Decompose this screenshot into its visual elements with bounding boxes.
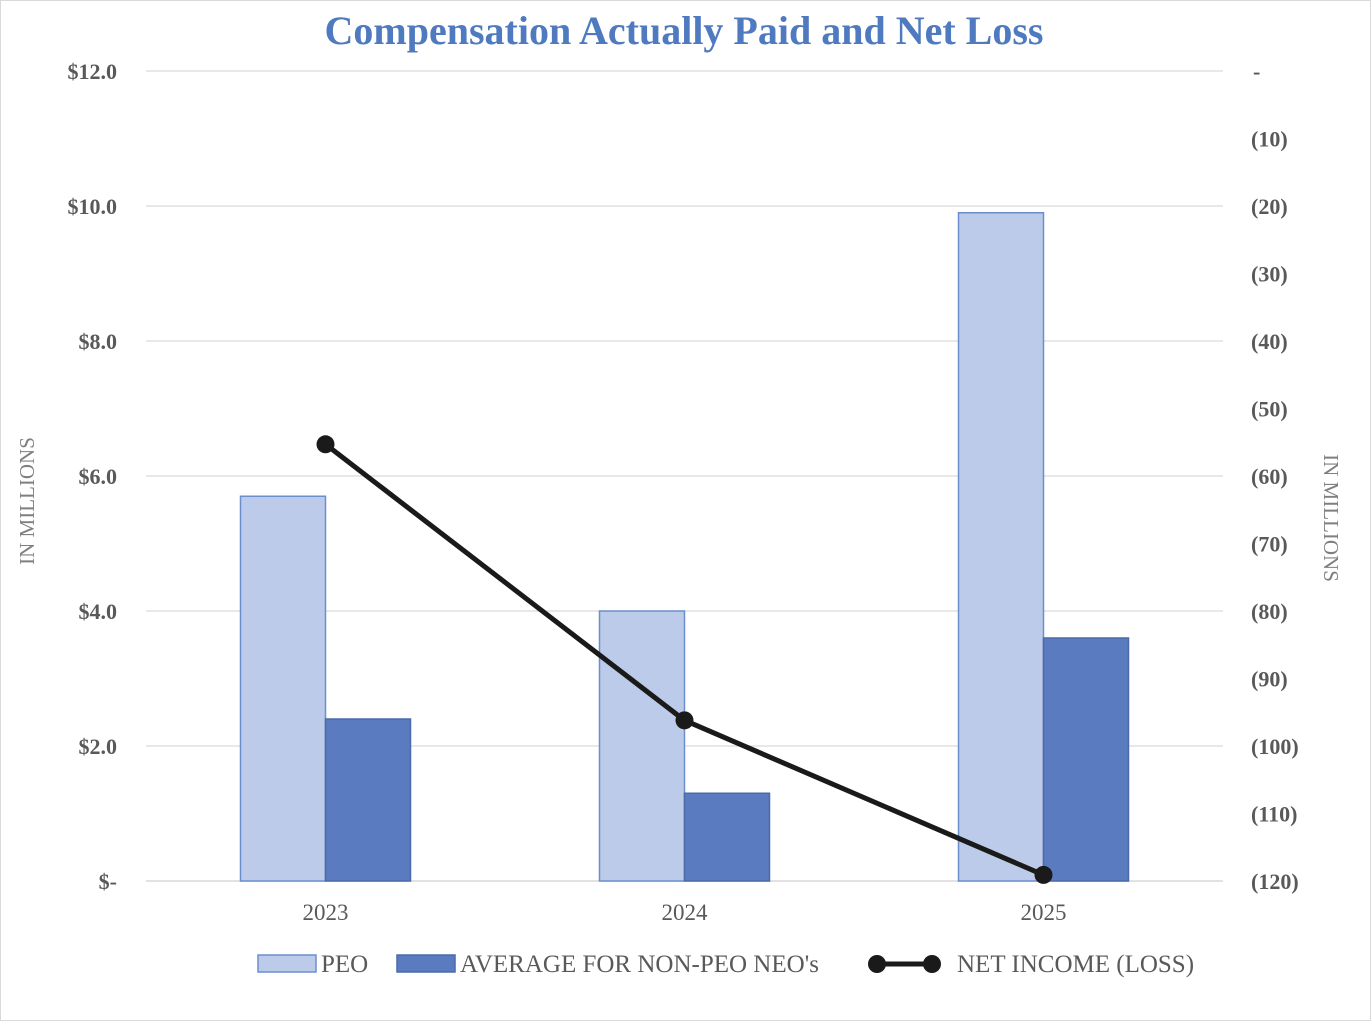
legend-marker-net-income	[868, 955, 886, 973]
right-tick-label: (70)	[1251, 532, 1288, 557]
legend-label-non-peo: AVERAGE FOR NON-PEO NEO's	[460, 951, 819, 978]
net-income-point	[675, 711, 694, 730]
left-tick-label: $-	[99, 869, 117, 894]
bar-peo	[239, 495, 327, 882]
bar-non-peo	[683, 792, 771, 882]
bars	[239, 212, 1130, 882]
left-axis-ticks: $- $2.0 $4.0 $6.0 $8.0 $10.0 $12.0	[68, 59, 118, 894]
right-tick-label: -	[1253, 59, 1260, 84]
right-tick-label: (60)	[1251, 464, 1288, 489]
legend-swatch-peo	[257, 954, 317, 973]
left-axis-title: IN MILLIONS	[15, 437, 39, 565]
bar-peo	[598, 610, 686, 882]
legend-label-net-income: NET INCOME (LOSS)	[957, 951, 1194, 978]
right-tick-label: (50)	[1251, 397, 1288, 422]
legend-swatch-non-peo	[396, 954, 456, 973]
legend-label-peo: PEO	[321, 951, 368, 978]
bar-non-peo	[1042, 637, 1130, 882]
right-tick-label: (10)	[1251, 127, 1288, 152]
right-tick-label: (90)	[1251, 667, 1288, 692]
net-income-line-layer	[316, 435, 1053, 884]
right-tick-label: (30)	[1251, 262, 1288, 287]
category-labels: 2023 2024 2025	[303, 900, 1067, 925]
legend: PEO AVERAGE FOR NON-PEO NEO's NET INCOME…	[257, 951, 1194, 978]
net-income-point	[316, 435, 335, 454]
chart-title: Compensation Actually Paid and Net Loss	[325, 8, 1044, 53]
category-label: 2025	[1021, 900, 1067, 925]
right-tick-label: (120)	[1251, 869, 1299, 894]
legend-marker-net-income	[923, 955, 941, 973]
bar-peo	[957, 212, 1045, 882]
right-tick-label: (20)	[1251, 194, 1288, 219]
right-axis-ticks: - (10) (20) (30) (40) (50) (60) (70) (80) (90) (10…	[1251, 59, 1299, 894]
category-label: 2024	[662, 900, 709, 925]
bar-non-peo	[324, 718, 412, 882]
right-tick-label: (110)	[1251, 802, 1297, 827]
right-tick-label: (100)	[1251, 734, 1299, 759]
left-tick-label: $12.0	[68, 59, 118, 84]
net-income-point	[1034, 865, 1053, 884]
category-label: 2023	[303, 900, 349, 925]
right-tick-label: (80)	[1251, 599, 1288, 624]
left-tick-label: $8.0	[79, 329, 118, 354]
left-tick-label: $2.0	[79, 734, 118, 759]
left-tick-label: $4.0	[79, 599, 118, 624]
right-axis-title: IN MILLIONS	[1319, 454, 1343, 582]
left-tick-label: $6.0	[79, 464, 118, 489]
left-tick-label: $10.0	[68, 194, 118, 219]
right-tick-label: (40)	[1251, 329, 1288, 354]
